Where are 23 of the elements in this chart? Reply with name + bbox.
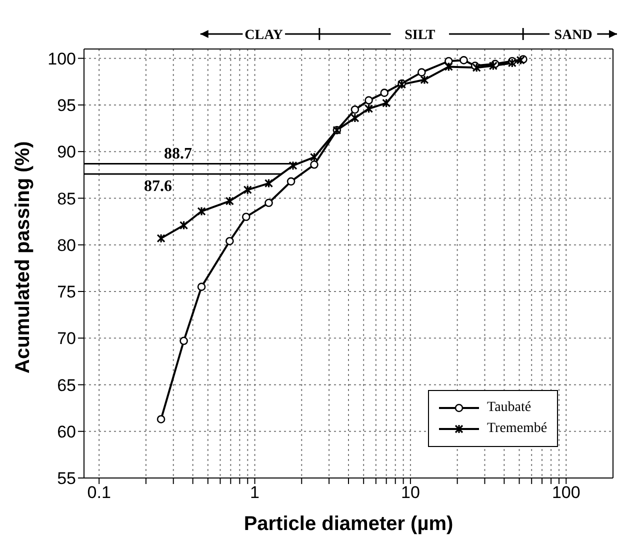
legend-label: Taubaté [487,400,532,416]
x-axis-title: Particle diameter (µm) [244,513,454,535]
y-tick-label: 65 [57,376,76,395]
x-tick-label: 100 [552,483,580,502]
y-tick-label: 55 [57,469,76,488]
y-tick-label: 70 [57,329,76,348]
y-tick-label: 100 [48,49,76,68]
x-tick-label: 0.1 [87,483,111,502]
y-tick-label: 95 [57,96,76,115]
y-tick-label: 80 [57,236,76,255]
ref-line-label: 88.7 [164,146,192,163]
text: SILT [404,28,436,43]
y-tick-label: 75 [57,282,76,302]
y-tick-label: 85 [57,189,76,208]
y-tick-label: 60 [57,422,76,442]
x-tick-label: 1 [250,483,260,502]
ref-line-label: 87.6 [144,178,172,195]
text: CLAY [244,28,284,43]
legend-label: Tremembé [487,421,548,437]
text: SAND [554,28,592,43]
y-tick-label: 90 [57,142,76,162]
y-axis-title: Acumulated passing (%) [12,141,34,374]
x-tick-label: 10 [400,483,420,502]
